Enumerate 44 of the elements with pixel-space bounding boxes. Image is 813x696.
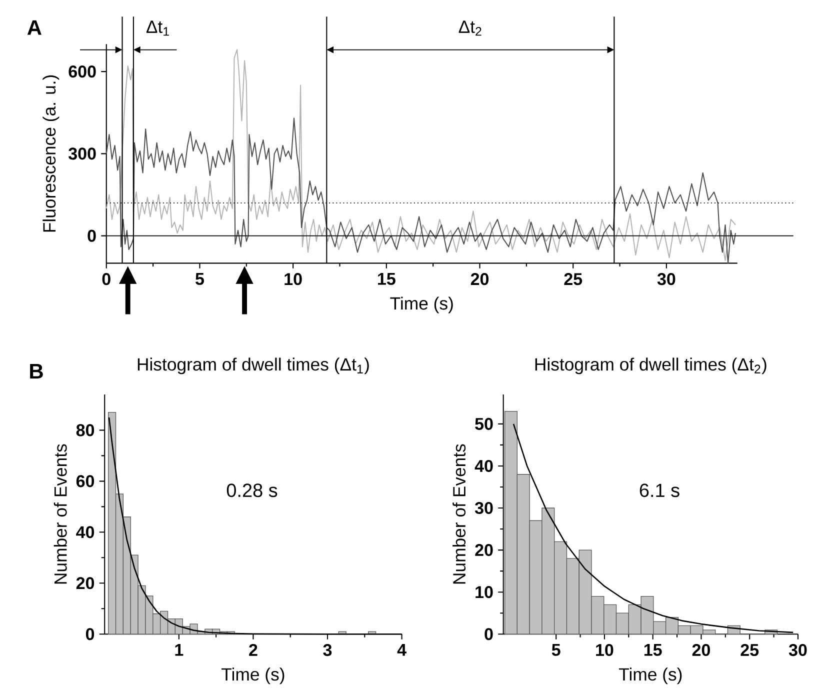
x-tick-label: 4 xyxy=(397,644,406,656)
x-tick-label: 2 xyxy=(249,644,258,656)
text: B xyxy=(30,364,43,378)
text: A xyxy=(27,20,42,35)
y-tick-label: 0 xyxy=(484,628,493,640)
y-tick-label: 60 xyxy=(76,475,94,488)
text: Δt$_{2}$ xyxy=(458,20,482,36)
x-tick-label: 3 xyxy=(323,644,332,656)
x-tick-label: 10 xyxy=(596,644,614,656)
y-tick-label: 40 xyxy=(76,526,94,538)
x-tick-label: 15 xyxy=(378,272,396,285)
y-tick-label: 300 xyxy=(68,148,96,160)
x-tick-label: 25 xyxy=(740,644,759,656)
y-axis-title: Number of Events xyxy=(54,444,67,584)
x-tick-label: 0 xyxy=(102,272,110,285)
x-axis-title: Time (s) xyxy=(390,296,453,314)
y-tick-label: 20 xyxy=(475,544,493,556)
x-tick-label: 5 xyxy=(552,644,560,656)
annotation: 6.1 s xyxy=(640,483,680,497)
annotation: 0.28 s xyxy=(226,483,278,497)
x-tick-label: 5 xyxy=(196,272,204,285)
y-axis-title: Fluorescence (a. u.) xyxy=(42,75,60,232)
y-tick-label: 50 xyxy=(475,418,493,430)
y-tick-label: 80 xyxy=(76,424,94,436)
x-axis-title: Time (s) xyxy=(222,668,284,684)
chart-title: Histogram of dwell times (Δt$_{2}$) xyxy=(535,358,766,374)
text: Δt$_{1}$ xyxy=(146,20,169,36)
y-tick-label: 600 xyxy=(68,65,96,78)
x-tick-label: 20 xyxy=(692,644,710,656)
y-tick-label: 0 xyxy=(88,230,96,242)
x-tick-label: 25 xyxy=(564,272,582,285)
y-axis-title: Number of Events xyxy=(452,444,466,584)
y-tick-label: 10 xyxy=(476,586,493,598)
x-axis-title: Time (s) xyxy=(618,668,682,684)
x-tick-label: 10 xyxy=(284,272,302,285)
y-tick-label: 0 xyxy=(86,628,94,640)
x-tick-label: 30 xyxy=(657,272,676,285)
y-tick-label: 30 xyxy=(474,502,493,514)
y-tick-label: 40 xyxy=(474,460,493,472)
x-tick-label: 1 xyxy=(175,644,184,656)
x-tick-label: 15 xyxy=(644,644,662,656)
y-tick-label: 20 xyxy=(76,576,94,590)
chart-title: Histogram of dwell times (Δt$_{1}$) xyxy=(138,358,369,374)
x-tick-label: 30 xyxy=(788,644,807,656)
